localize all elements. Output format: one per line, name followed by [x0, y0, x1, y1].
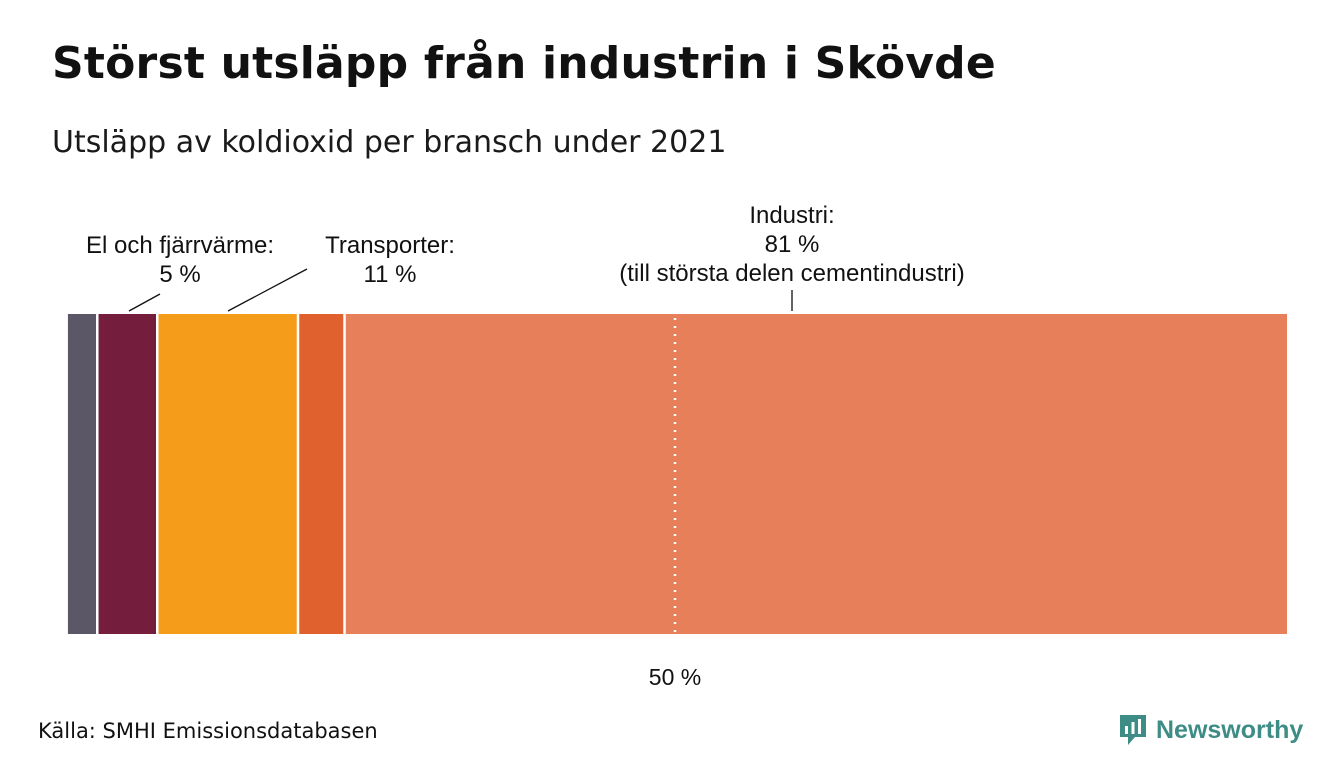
- leader-line-2: [128, 293, 161, 312]
- bar-segment-5: [344, 314, 1287, 634]
- reference-line-label: 50 %: [649, 664, 701, 690]
- newsworthy-logo-icon: [1120, 715, 1146, 745]
- segment-label-2-line-1: 5 %: [159, 261, 200, 288]
- leader-line-3: [227, 268, 308, 312]
- bar-segment-1: [66, 314, 98, 634]
- segment-label-2-line-0: El och fjärrvärme:: [86, 232, 274, 259]
- bar-segment-2: [97, 314, 158, 634]
- segment-label-3-line-1: 11 %: [364, 261, 417, 288]
- logo-text: Newsworthy: [1156, 715, 1304, 744]
- source-note: Källa: SMHI Emissionsdatabasen: [38, 719, 378, 743]
- chart-subtitle: Utsläpp av koldioxid per bransch under 2…: [52, 125, 727, 160]
- bar-segment-3: [157, 314, 299, 634]
- segment-label-5-line-0: Industri:: [749, 202, 834, 229]
- stacked-bar-chart: 50 % El och fjärrvärme:5 % Transporter:11 …: [63, 202, 1287, 690]
- newsworthy-logo: Newsworthy: [1118, 713, 1303, 747]
- segment-label-5-line-2: (till största delen cementindustri): [619, 260, 964, 287]
- segment-label-3-line-0: Transporter:: [325, 232, 455, 259]
- segment-label-5-line-1: 81 %: [765, 231, 820, 258]
- bar-segment-4: [298, 314, 345, 634]
- bar-segment-0: [63, 314, 67, 634]
- chart-title: Störst utsläpp från industrin i Skövde: [52, 38, 996, 89]
